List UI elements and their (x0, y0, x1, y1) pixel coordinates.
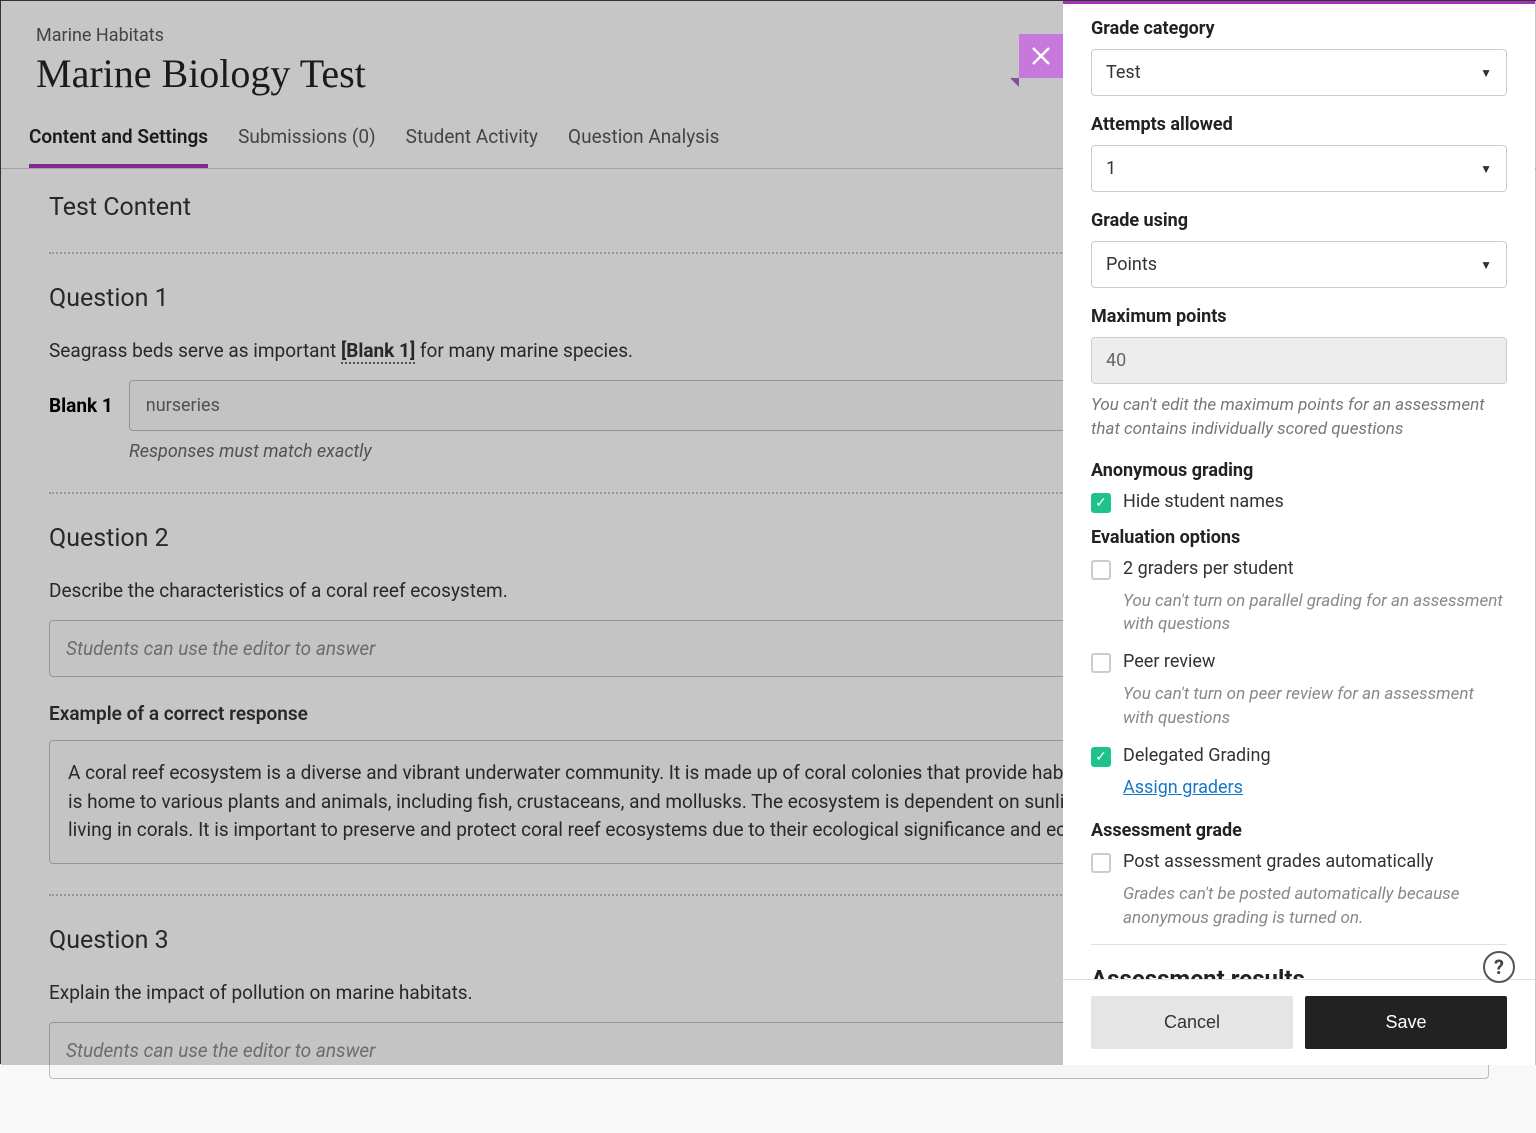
max-points-help: You can't edit the maximum points for an… (1091, 394, 1507, 442)
grade-using-value: Points (1106, 254, 1157, 275)
cancel-button[interactable]: Cancel (1091, 996, 1293, 1049)
max-points-field: 40 (1091, 337, 1507, 384)
peer-review-help: You can't turn on peer review for an ass… (1123, 683, 1507, 731)
assessment-results-heading: Assessment results (1091, 965, 1507, 979)
panel-footer: Cancel Save (1063, 979, 1535, 1065)
grade-category-value: Test (1106, 62, 1141, 83)
assign-graders-link[interactable]: Assign graders (1123, 777, 1243, 798)
panel-divider (1091, 944, 1507, 945)
post-auto-help: Grades can't be posted automatically bec… (1123, 883, 1507, 931)
close-panel-button[interactable] (1019, 34, 1063, 78)
eval-options-label: Evaluation options (1091, 527, 1507, 548)
hide-names-label: Hide student names (1123, 491, 1284, 512)
grade-using-label: Grade using (1091, 210, 1507, 231)
delegated-grading-label: Delegated Grading (1123, 745, 1271, 766)
grade-category-select[interactable]: Test ▼ (1091, 49, 1507, 96)
grade-category-label: Grade category (1091, 18, 1507, 39)
hide-names-checkbox[interactable]: ✓ (1091, 493, 1111, 513)
post-auto-checkbox (1091, 853, 1111, 873)
two-graders-checkbox (1091, 560, 1111, 580)
max-points-value: 40 (1106, 350, 1126, 371)
settings-panel: Grade category Test ▼ Attempts allowed 1… (1063, 1, 1535, 1065)
attempts-value: 1 (1106, 158, 1116, 179)
caret-down-icon: ▼ (1480, 162, 1492, 176)
close-icon (1032, 47, 1050, 65)
attempts-select[interactable]: 1 ▼ (1091, 145, 1507, 192)
two-graders-label: 2 graders per student (1123, 558, 1294, 579)
attempts-label: Attempts allowed (1091, 114, 1507, 135)
delegated-grading-checkbox[interactable]: ✓ (1091, 747, 1111, 767)
anon-grading-label: Anonymous grading (1091, 460, 1507, 481)
help-button[interactable]: ? (1483, 951, 1515, 983)
peer-review-checkbox (1091, 653, 1111, 673)
two-graders-help: You can't turn on parallel grading for a… (1123, 590, 1507, 638)
caret-down-icon: ▼ (1480, 258, 1492, 272)
post-auto-label: Post assessment grades automatically (1123, 851, 1433, 872)
grade-using-select[interactable]: Points ▼ (1091, 241, 1507, 288)
max-points-label: Maximum points (1091, 306, 1507, 327)
caret-down-icon: ▼ (1480, 66, 1492, 80)
save-button[interactable]: Save (1305, 996, 1507, 1049)
assessment-grade-label: Assessment grade (1091, 820, 1507, 841)
peer-review-label: Peer review (1123, 651, 1215, 672)
